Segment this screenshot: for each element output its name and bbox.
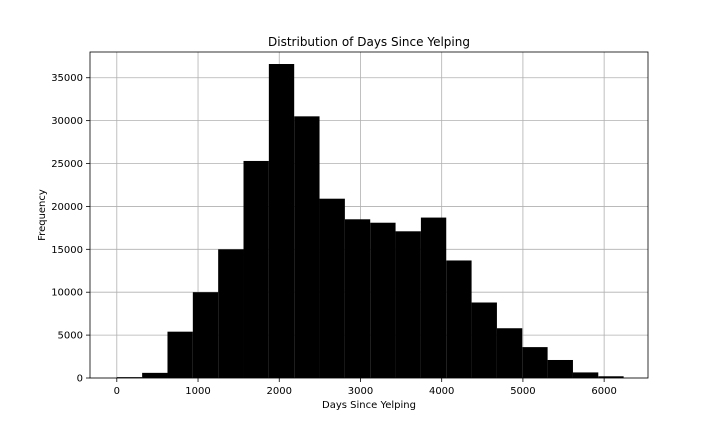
histogram-bar — [218, 249, 244, 378]
histogram-bar — [142, 372, 168, 378]
y-tick-label: 5000 — [58, 331, 83, 342]
chart-title: Distribution of Days Since Yelping — [268, 35, 470, 49]
x-tick-label: 0 — [114, 386, 120, 397]
x-tick-label: 1000 — [185, 386, 210, 397]
x-tick-label: 4000 — [429, 386, 454, 397]
y-tick-label: 25000 — [51, 159, 83, 170]
y-tick-label: 30000 — [51, 116, 83, 127]
histogram-bar — [243, 160, 269, 378]
histogram-bar — [471, 302, 497, 378]
y-tick-label: 20000 — [51, 202, 83, 213]
histogram-bar — [294, 116, 320, 378]
y-axis-label: Frequency — [37, 189, 48, 241]
histogram-bar — [572, 372, 599, 378]
plot-frame — [89, 51, 649, 379]
histogram-bar — [547, 359, 573, 378]
histogram-bar — [598, 376, 624, 378]
histogram-bar — [420, 217, 447, 378]
axis-ticks: 0 1000 2000 3000 4000 5000 6000 0 5000 10000 15000… — [51, 73, 617, 397]
histogram-bar — [319, 198, 345, 378]
grid — [90, 52, 648, 379]
x-tick-label: 6000 — [591, 386, 616, 397]
histogram-bar — [446, 260, 472, 378]
y-tick-label: 15000 — [51, 245, 83, 256]
histogram-bar — [116, 377, 143, 378]
x-tick-label: 2000 — [267, 386, 292, 397]
histogram-bar — [167, 331, 193, 378]
x-tick-label: 3000 — [348, 386, 373, 397]
y-tick-label: 0 — [77, 374, 83, 385]
x-tick-label: 5000 — [510, 386, 535, 397]
histogram-bar — [344, 219, 371, 378]
histogram-bar — [192, 292, 219, 378]
y-tick-label: 35000 — [51, 73, 83, 84]
histogram-bar — [496, 328, 523, 378]
histogram-bar — [522, 347, 548, 378]
histogram-bar — [395, 231, 421, 378]
y-tick-label: 10000 — [51, 288, 83, 299]
x-axis-label: Days Since Yelping — [322, 400, 416, 411]
histogram-bar — [370, 222, 396, 378]
bars — [116, 64, 624, 378]
histogram-bar — [268, 64, 295, 378]
